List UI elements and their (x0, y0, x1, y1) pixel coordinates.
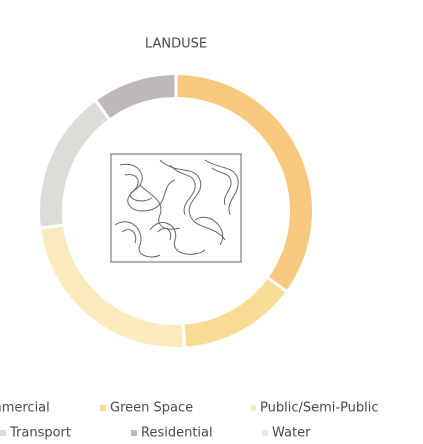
donut-segment (41, 226, 183, 348)
donut-segment (177, 75, 312, 290)
legend-marker (100, 405, 106, 411)
legend-label: Transport (9, 426, 71, 441)
legend-marker (131, 430, 137, 436)
legend-label: Commercial (0, 401, 50, 416)
donut-segment (40, 101, 108, 227)
legend-marker (0, 430, 6, 436)
legend-label: Green Space (110, 401, 193, 416)
legend-label: Water (272, 426, 311, 441)
donut-segment (97, 75, 175, 118)
legend-label: Public/Semi-Public (260, 401, 379, 416)
chart-title: LANDUSE (145, 37, 207, 52)
legend-label: Residential (141, 426, 213, 441)
topo-icon (110, 153, 242, 263)
legend-marker (250, 405, 256, 411)
donut-segment (184, 279, 286, 347)
legend-marker (262, 430, 268, 436)
